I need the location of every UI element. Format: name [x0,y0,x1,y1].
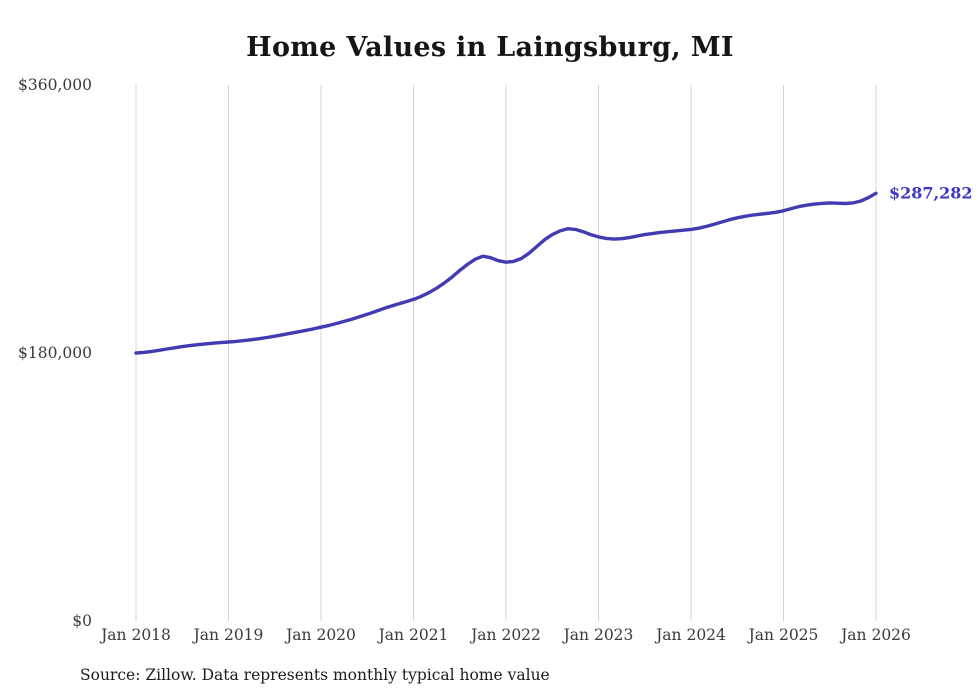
y-axis-labels-group: $0 $180,000 $360,000 [18,76,92,630]
source-note: Source: Zillow. Data represents monthly … [80,666,550,684]
x-tick-jan-2022: Jan 2022 [469,626,541,644]
y-tick-360000: $360,000 [18,76,92,94]
x-tick-jan-2024: Jan 2024 [654,626,726,644]
chart-title: Home Values in Laingsburg, MI [246,32,734,63]
x-axis-labels-group: Jan 2018 Jan 2019 Jan 2020 Jan 2021 Jan 2022… [99,626,911,644]
x-tick-jan-2026: Jan 2026 [839,626,911,644]
gridlines-group [135,85,877,621]
x-tick-jan-2021: Jan 2021 [377,626,449,644]
x-tick-jan-2025: Jan 2025 [747,626,819,644]
home-value-series-line [134,191,878,355]
x-tick-jan-2018: Jan 2018 [99,626,171,644]
x-tick-jan-2023: Jan 2023 [562,626,634,644]
latest-value-label: $287,282 [889,183,973,202]
x-tick-jan-2019: Jan 2019 [192,626,264,644]
y-tick-0: $0 [72,612,92,630]
x-tick-jan-2020: Jan 2020 [284,626,356,644]
y-tick-180000: $180,000 [18,344,92,362]
